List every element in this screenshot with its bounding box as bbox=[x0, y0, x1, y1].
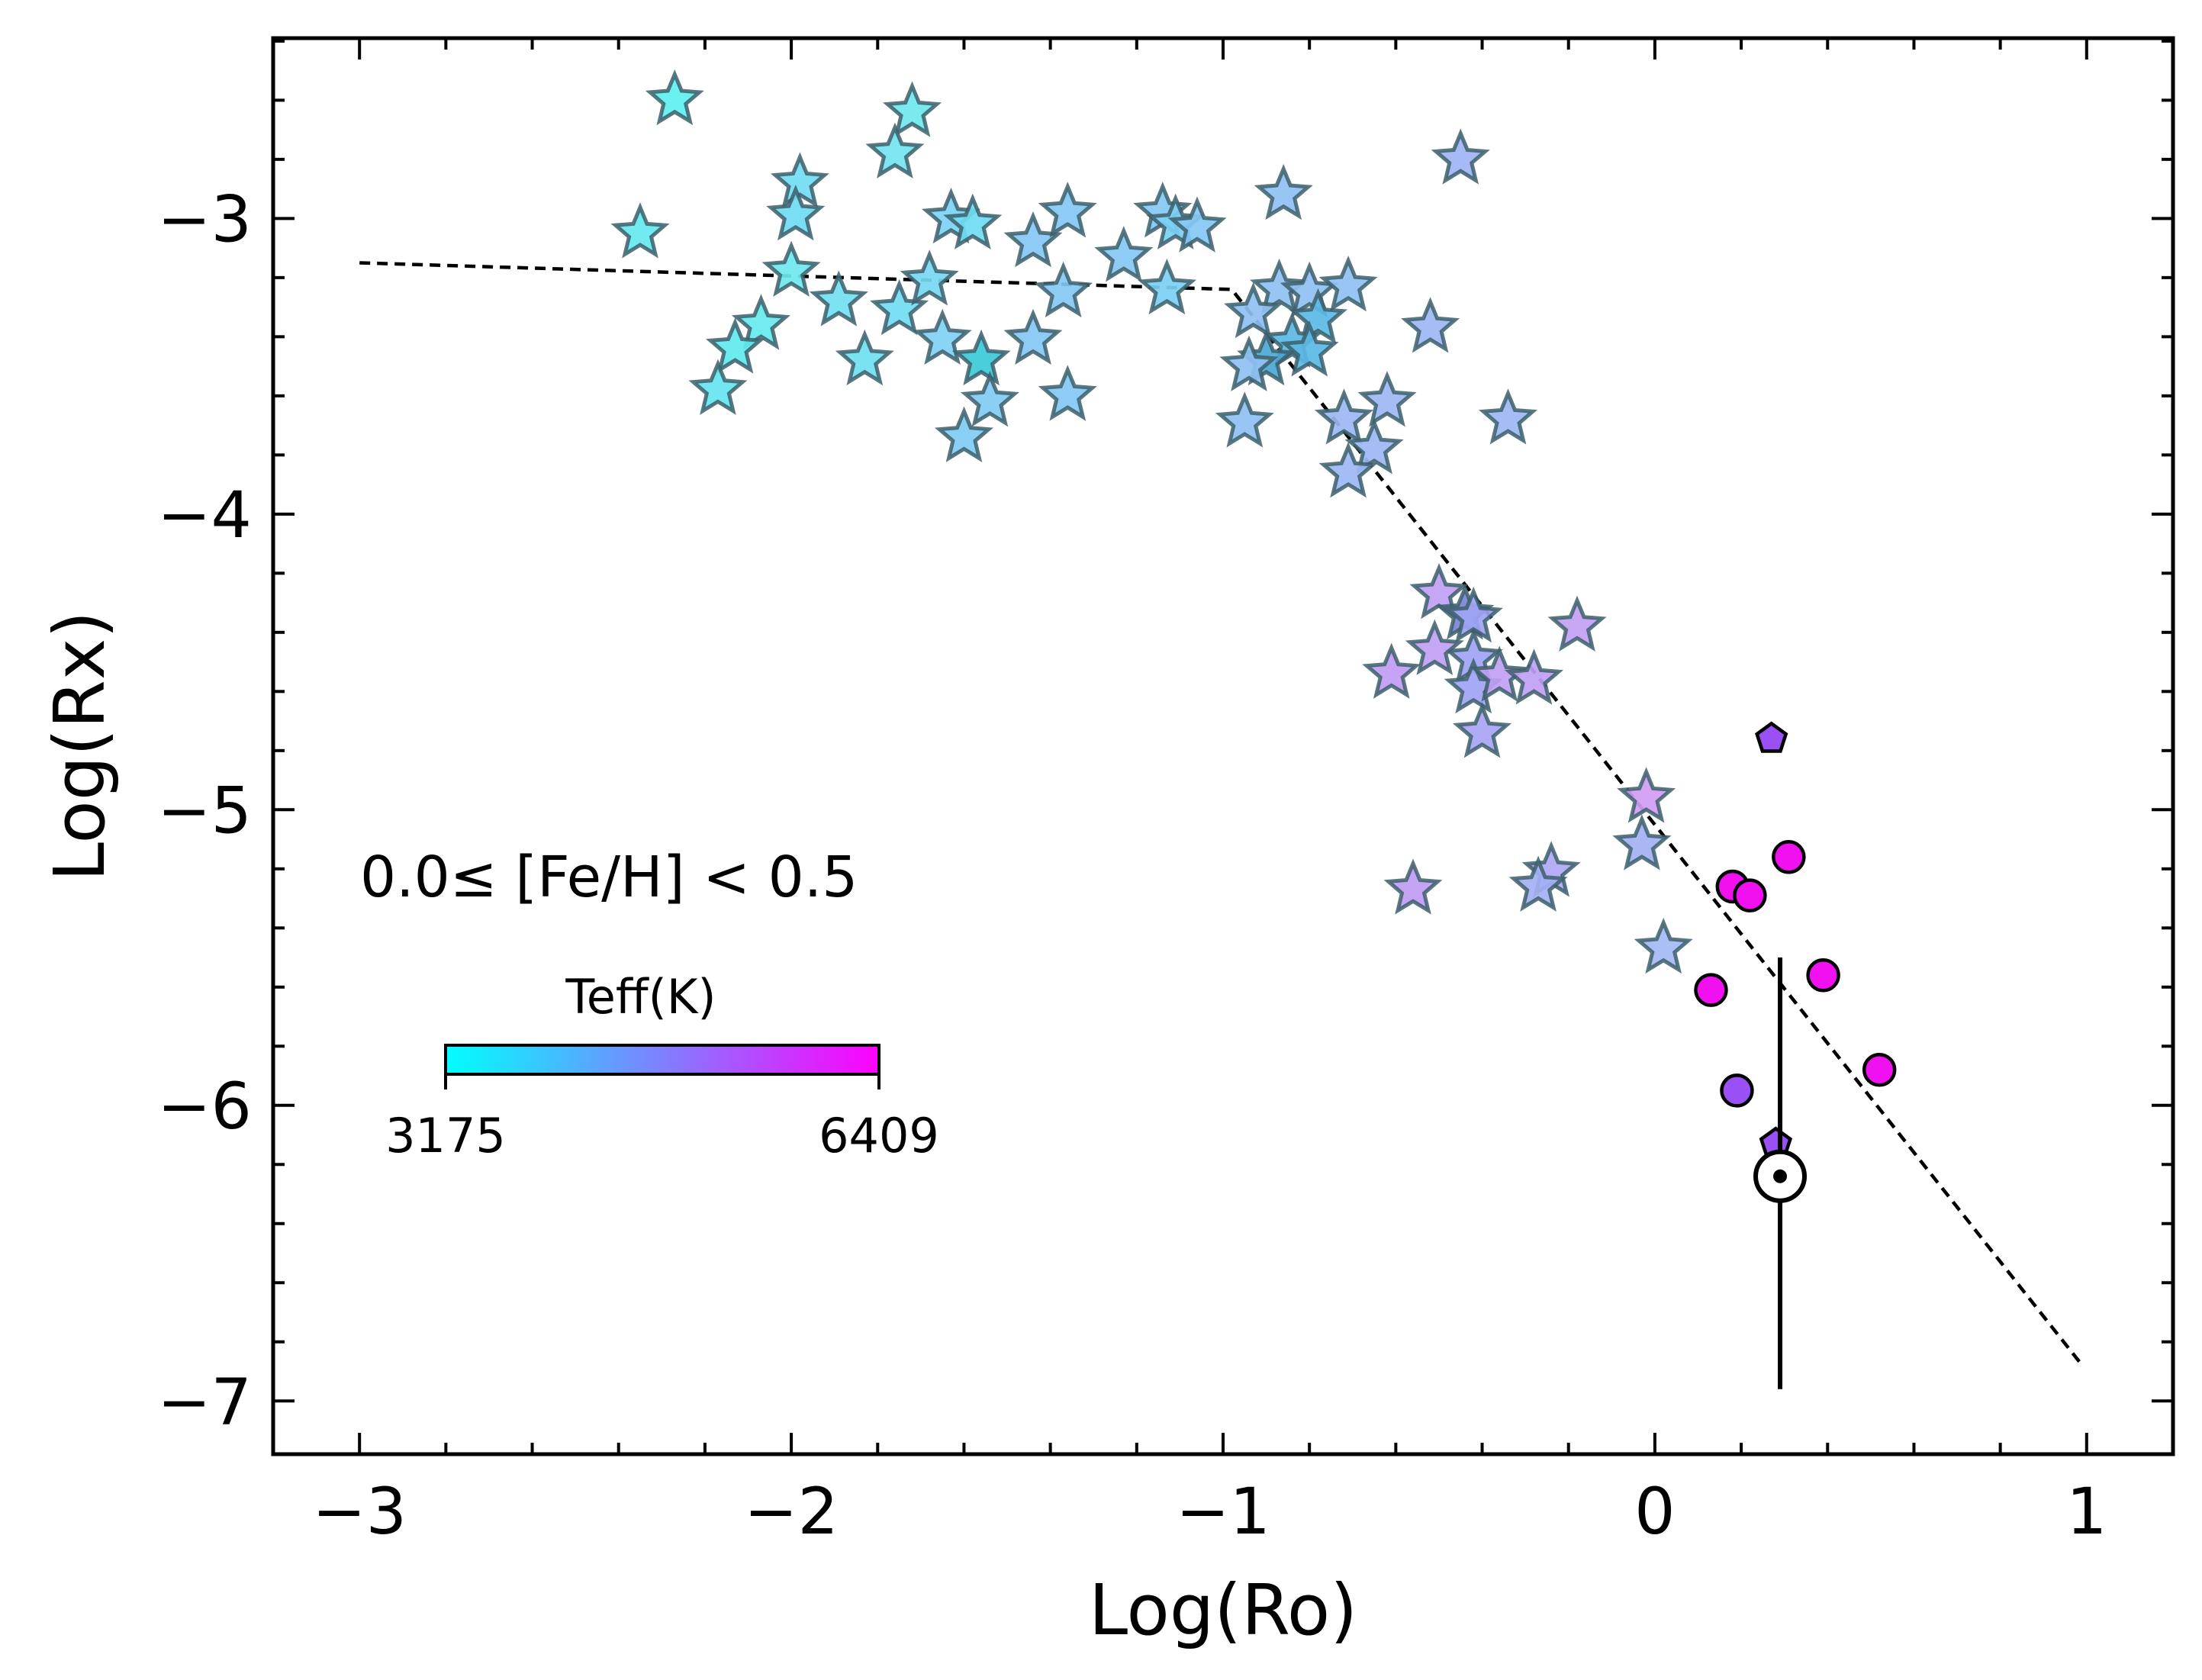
star-point bbox=[1617, 767, 1676, 823]
star-point bbox=[900, 249, 959, 306]
colorbar-min-label: 3175 bbox=[385, 1108, 506, 1163]
star-point bbox=[1357, 371, 1417, 427]
circle-point bbox=[1733, 878, 1767, 912]
star-point bbox=[1401, 297, 1460, 353]
star-point bbox=[1431, 128, 1490, 185]
x-tick-labels: −3 −2 −1 0 1 bbox=[312, 1474, 2107, 1549]
star-point bbox=[1254, 163, 1313, 220]
star-point bbox=[1003, 211, 1063, 268]
circle-point bbox=[1806, 958, 1840, 993]
star-point bbox=[1215, 391, 1274, 448]
star-point bbox=[1362, 642, 1421, 699]
x-axis-title: Log(Ro) bbox=[1089, 1569, 1357, 1651]
star-point bbox=[1634, 917, 1693, 974]
colorbar-max-label: 6409 bbox=[819, 1108, 939, 1163]
circle-point bbox=[1862, 1053, 1897, 1087]
y-tick-label: −4 bbox=[157, 478, 252, 552]
axis-ticks bbox=[272, 38, 2175, 1454]
star-point bbox=[870, 279, 929, 336]
plot-frame bbox=[271, 36, 2175, 1456]
star-point bbox=[731, 294, 790, 350]
star-point bbox=[835, 329, 894, 386]
star-point bbox=[706, 317, 765, 374]
star-point bbox=[1344, 418, 1404, 475]
sun-marker-layer bbox=[1753, 957, 1808, 1389]
star-point bbox=[1280, 320, 1339, 377]
x-tick-label: 0 bbox=[1634, 1474, 1675, 1549]
star-point bbox=[1612, 814, 1672, 871]
fit-line bbox=[359, 261, 2084, 1367]
colorbar-bar bbox=[444, 1044, 880, 1076]
star-point bbox=[1470, 645, 1529, 702]
star-point bbox=[883, 81, 942, 137]
sun-symbol-dot bbox=[1773, 1169, 1788, 1183]
fit-line-layer bbox=[359, 261, 2084, 1367]
circle-point bbox=[1772, 840, 1806, 874]
star-point bbox=[1137, 258, 1196, 315]
star-point bbox=[766, 184, 826, 241]
star-point bbox=[1034, 261, 1093, 317]
star-point bbox=[761, 240, 821, 297]
y-tick-label: −5 bbox=[157, 773, 252, 848]
star-point bbox=[1383, 858, 1443, 915]
data-points-layer bbox=[610, 69, 1897, 1158]
y-axis-title: Log(Rx) bbox=[39, 611, 121, 881]
star-point bbox=[1289, 288, 1347, 344]
circle-point bbox=[1720, 1073, 1754, 1108]
star-point bbox=[951, 329, 1011, 386]
y-tick-label: −6 bbox=[157, 1069, 252, 1144]
star-point bbox=[1167, 196, 1227, 253]
star-point bbox=[865, 122, 925, 179]
star-point bbox=[1504, 649, 1563, 705]
star-point bbox=[913, 308, 972, 365]
x-tick-label: 1 bbox=[2066, 1474, 2107, 1549]
pentagon-point bbox=[1755, 721, 1788, 753]
x-tick-label: −2 bbox=[744, 1474, 839, 1549]
y-tick-labels: −3 −4 −5 −6 −7 bbox=[157, 182, 252, 1439]
star-point bbox=[1318, 256, 1378, 312]
star-point bbox=[1314, 388, 1373, 445]
metallicity-annotation: 0.0≤ [Fe/H] < 0.5 bbox=[360, 845, 858, 910]
star-point bbox=[934, 406, 993, 462]
y-tick-label: −3 bbox=[157, 182, 252, 256]
star-point bbox=[1405, 619, 1464, 675]
star-point bbox=[1094, 226, 1154, 282]
star-point bbox=[1224, 282, 1283, 339]
colorbar: Teff(K) 3175 6409 bbox=[385, 969, 939, 1163]
star-point bbox=[1038, 365, 1097, 421]
star-point bbox=[1479, 388, 1537, 445]
star-point bbox=[943, 193, 1003, 249]
star-point bbox=[1453, 702, 1512, 758]
colorbar-title: Teff(K) bbox=[565, 969, 716, 1025]
star-point bbox=[1250, 258, 1309, 315]
star-point bbox=[960, 371, 1019, 427]
star-point bbox=[688, 359, 748, 415]
star-point bbox=[1547, 595, 1607, 652]
star-point bbox=[1038, 182, 1097, 238]
star-point bbox=[645, 69, 704, 126]
y-tick-label: −7 bbox=[157, 1364, 252, 1439]
star-point bbox=[1508, 855, 1568, 912]
x-tick-label: −3 bbox=[312, 1474, 407, 1549]
circle-point bbox=[1694, 973, 1728, 1007]
star-point bbox=[610, 202, 670, 259]
x-tick-label: −1 bbox=[1176, 1474, 1270, 1549]
star-point bbox=[1318, 442, 1378, 498]
star-point bbox=[1219, 335, 1279, 391]
star-point bbox=[1003, 308, 1063, 365]
star-point bbox=[809, 270, 868, 327]
star-point bbox=[770, 152, 829, 208]
